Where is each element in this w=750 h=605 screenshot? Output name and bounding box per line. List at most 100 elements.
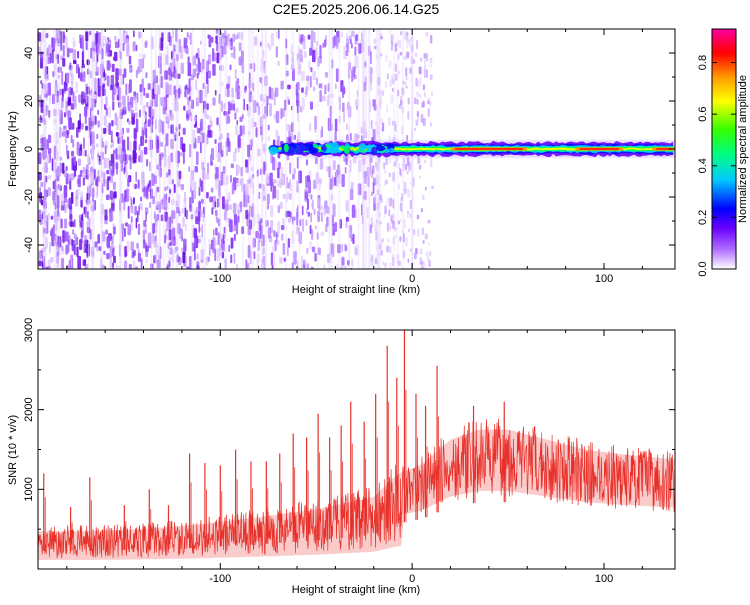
spectrogram-cell	[409, 248, 413, 253]
spectrogram-cell	[154, 83, 158, 95]
spectrogram-cell	[280, 108, 283, 120]
spectrogram-cell	[275, 129, 278, 138]
spectrogram-cell	[376, 245, 380, 251]
snr-spikes	[43, 330, 507, 551]
spectrogram-cell	[277, 221, 281, 234]
spectrogram-cell	[123, 196, 126, 211]
spectrogram-cell	[41, 83, 44, 89]
spectrogram-cell	[104, 145, 107, 155]
spectrogram-cell	[345, 33, 348, 44]
spectrogram-cell	[380, 198, 383, 203]
spectrogram-cell	[391, 120, 395, 126]
spectrogram-cell	[354, 55, 359, 69]
spectrogram-cell	[167, 156, 171, 169]
spectrogram-cell	[67, 239, 70, 253]
spectrogram-cell	[377, 77, 381, 86]
spectrogram-cell	[221, 81, 224, 87]
spectrogram-cell	[275, 31, 278, 39]
spectrogram-cell	[113, 191, 117, 199]
spectrogram-cell	[428, 242, 430, 246]
spectrogram-cell	[67, 87, 71, 98]
spectrogram-cell	[103, 115, 107, 126]
spectrogram-cell	[312, 70, 317, 81]
spectrogram-cell	[111, 239, 114, 250]
spectrogram-cell	[81, 213, 84, 221]
spectrogram-cell	[365, 171, 368, 176]
spectrogram-cell	[336, 30, 340, 38]
spectrogram-cell	[182, 150, 185, 165]
spectrogram-cell	[306, 198, 310, 210]
spectrogram-cell	[126, 188, 130, 202]
narrowband-blob	[371, 146, 378, 156]
spectrogram-streak	[201, 29, 204, 269]
spectrogram-streak	[251, 29, 255, 269]
spectrogram-cell	[234, 34, 238, 40]
spectrogram-cell	[120, 159, 123, 164]
spectrogram-cell	[105, 194, 110, 201]
spectrogram-cell	[178, 123, 181, 130]
spectrogram-cell	[119, 111, 123, 120]
spectrogram-cell	[129, 141, 132, 152]
spectrogram-cell	[96, 133, 99, 140]
spectrogram-cell	[185, 84, 188, 90]
spectrogram-cell	[98, 175, 101, 183]
spectrogram-cell	[355, 98, 359, 107]
spectrogram-cell	[426, 69, 428, 78]
spectrogram-x-tick-label: -100	[209, 273, 231, 285]
spectrogram-cell	[241, 50, 244, 64]
spectrogram-cell	[315, 172, 320, 184]
colorbar-tick-label: 0.8	[697, 55, 709, 70]
spectrogram-cell	[206, 60, 210, 73]
spectrogram-cell	[349, 159, 352, 173]
spectrogram-cell	[77, 255, 82, 269]
spectrogram-cell	[145, 245, 149, 252]
spectrogram-cell	[47, 212, 50, 223]
spectrogram-cell	[128, 154, 132, 161]
spectrogram-cell	[137, 252, 142, 262]
spectrogram-cell	[225, 140, 230, 149]
spectrogram-cell	[377, 211, 380, 218]
spectrogram-streak	[100, 29, 102, 269]
spectrogram-cell	[192, 55, 197, 66]
spectrogram-cell	[171, 227, 176, 241]
spectrogram-cell	[289, 162, 292, 174]
snr-x-axis-label: Height of straight line (km)	[292, 584, 420, 596]
spectrogram-cell	[112, 139, 114, 148]
spectrogram-cell	[132, 41, 136, 52]
spectrogram-cell	[182, 251, 186, 264]
colorbar: 0.0 0.2 0.4 0.6 0.8 Normalized spectral ampl…	[697, 28, 749, 277]
spectrogram-cell	[161, 121, 165, 135]
spectrogram-cell	[72, 139, 75, 148]
spectrogram-cell	[413, 229, 416, 235]
spectrogram-cell	[277, 167, 280, 179]
spectrogram-cell	[319, 44, 322, 59]
spectrogram-streak	[53, 29, 56, 269]
spectrogram-cell	[95, 45, 98, 53]
spectrogram-cell	[227, 116, 231, 124]
spectrogram-cell	[198, 186, 201, 197]
spectrogram-cell	[128, 263, 132, 269]
spectrogram-cell	[49, 52, 52, 61]
spectrogram-cell	[127, 95, 130, 108]
spectrogram-cell	[389, 262, 392, 269]
spectrogram-cell	[263, 62, 266, 74]
spectrogram-cell	[77, 50, 80, 59]
spectrogram-cell	[296, 156, 299, 169]
spectrogram-cell	[195, 79, 198, 91]
spectrogram-cell	[52, 180, 55, 190]
spectrogram-cell	[101, 189, 104, 194]
spectrogram-cell	[135, 44, 138, 52]
spectrogram-cell	[164, 144, 167, 157]
spectrogram-cell	[297, 131, 301, 143]
snr-y-axis-label: SNR (10 * v/v)	[7, 415, 19, 485]
spectrogram-cell	[286, 123, 290, 132]
spectrogram-cell	[168, 196, 171, 203]
spectrogram-cell	[306, 247, 309, 254]
spectrogram-cell	[389, 222, 391, 233]
spectrogram-cell	[40, 181, 44, 188]
narrowband-blob	[330, 146, 340, 154]
spectrogram-cell	[74, 196, 79, 207]
spectrogram-cell	[95, 71, 98, 76]
spectrogram-cell	[46, 222, 49, 234]
spectrogram-cell	[238, 42, 242, 52]
